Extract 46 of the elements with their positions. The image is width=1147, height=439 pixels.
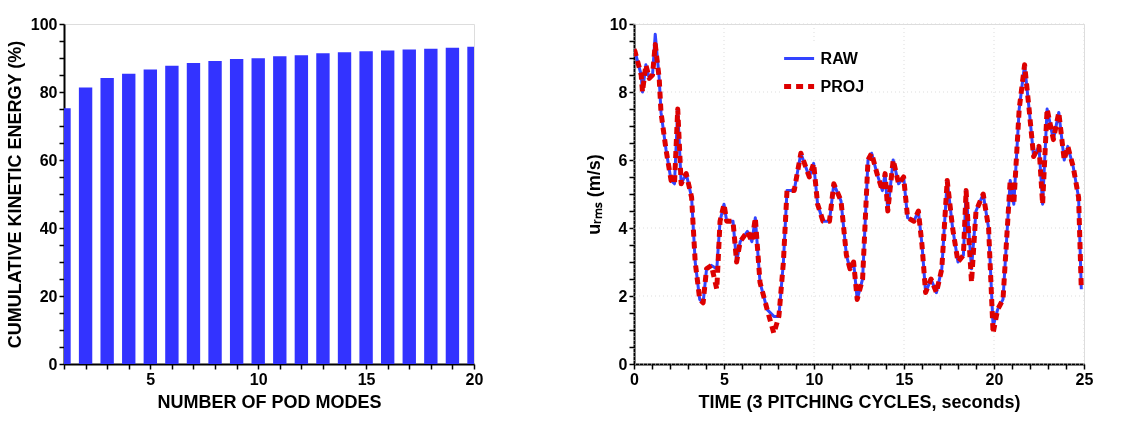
- legend-label: PROJ: [820, 77, 865, 95]
- y-tick-label: 8: [618, 83, 628, 101]
- bar: [294, 55, 309, 364]
- bar: [165, 65, 179, 364]
- y-axis-title: CUMULATIVE KINETIC ENERGY (%): [4, 40, 25, 349]
- y-tick-label: 60: [39, 151, 58, 169]
- bar: [337, 52, 352, 364]
- bar: [359, 51, 373, 364]
- bar: [316, 53, 330, 364]
- y-tick-label: 0: [48, 355, 58, 373]
- x-tick-label: 15: [895, 370, 914, 388]
- y-tick-label: 20: [39, 287, 58, 305]
- bar: [100, 78, 114, 364]
- y-tick-label: 4: [618, 219, 628, 237]
- bar: [122, 73, 136, 364]
- bar: [208, 61, 222, 364]
- legend-label: RAW: [820, 49, 859, 67]
- bar: [424, 48, 438, 364]
- bar: [273, 56, 287, 364]
- x-tick-label: 20: [985, 370, 1004, 388]
- y-tick-label: 6: [618, 151, 628, 169]
- bar: [186, 63, 201, 364]
- bar: [78, 87, 93, 364]
- x-tick-label: 20: [465, 370, 484, 388]
- x-axis-title: NUMBER OF POD MODES: [157, 391, 382, 412]
- y-tick-label: 0: [618, 355, 628, 373]
- x-tick-label: 10: [805, 370, 824, 388]
- y-tick-label: 100: [30, 15, 58, 33]
- x-tick-label: 10: [249, 370, 268, 388]
- bar: [251, 58, 265, 364]
- bar: [380, 50, 395, 364]
- y-tick-label: 80: [39, 83, 58, 101]
- y-tick-label: 40: [39, 219, 58, 237]
- bar: [143, 69, 158, 364]
- bar: [402, 49, 416, 364]
- x-tick-label: 5: [720, 370, 730, 388]
- bar: [445, 47, 460, 364]
- y-tick-label: 2: [618, 287, 628, 305]
- x-tick-label: 5: [146, 370, 156, 388]
- x-tick-label: 25: [1075, 370, 1094, 388]
- bar: [229, 59, 244, 364]
- x-axis-title: TIME (3 PITCHING CYCLES, seconds): [698, 391, 1021, 412]
- x-tick-label: 15: [357, 370, 376, 388]
- y-tick-label: 10: [609, 15, 628, 33]
- y-axis-title: uᵣₘₛ (m/s): [583, 154, 604, 235]
- x-tick-label: 0: [630, 370, 640, 388]
